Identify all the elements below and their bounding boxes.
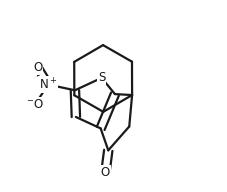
Text: O: O — [33, 61, 42, 74]
Text: N$^+$: N$^+$ — [39, 77, 57, 92]
Text: O: O — [100, 166, 110, 179]
Text: $^{-}$O: $^{-}$O — [26, 98, 44, 111]
Text: S: S — [97, 71, 105, 84]
